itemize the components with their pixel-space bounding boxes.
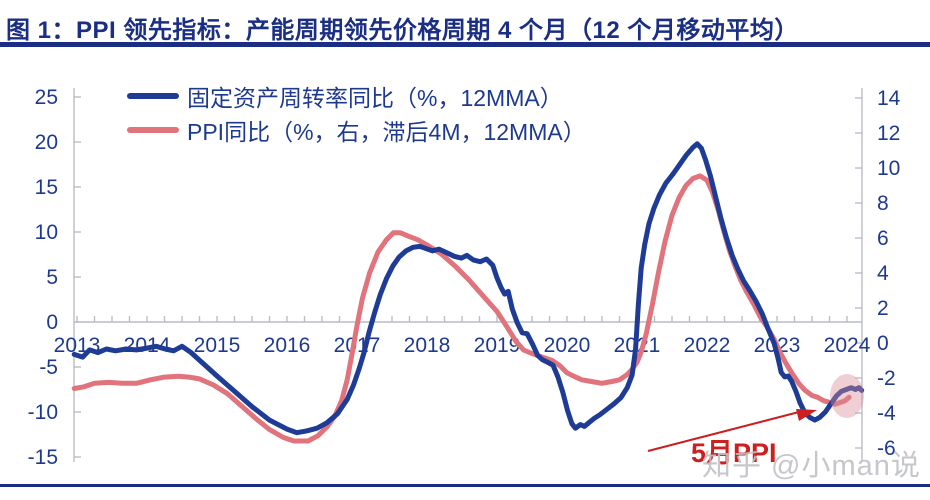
right-axis-tick-label: 4 [877,262,889,285]
left-axis-tick-label: 0 [46,311,58,334]
arrow-head-icon [796,409,817,421]
right-axis-tick-label: 0 [877,332,889,355]
bottom-border [0,484,930,487]
left-axis-tick-label: -5 [39,356,58,379]
x-axis-year-label: 2014 [124,334,171,357]
x-axis-year-label: 2022 [684,334,731,357]
title-underline [0,42,930,47]
legend-label: PPI同比（%，右，滞后4M，12MMA） [187,119,586,145]
annotation-label: 5月PPI [691,438,777,468]
arrow-shaft [647,411,800,452]
chart-legend: 固定资产周转率同比（%，12MMA） PPI同比（%，右，滞后4M，12MMA） [127,79,586,147]
right-axis-tick-label: 6 [877,227,889,250]
x-axis-year-label: 2024 [824,334,871,357]
red-line-swatch [127,127,179,133]
highlight-ellipse [830,374,864,418]
axes [73,88,863,462]
watermark: 知乎 @小man说 [702,450,921,482]
right-axis-tick-label: 10 [877,157,900,180]
left-axis-tick-label: 20 [35,131,58,154]
left-axis-tick-label: 15 [35,176,58,199]
blue-line-swatch [127,93,179,99]
x-axis-year-label: 2019 [474,334,521,357]
right-axis-tick-label: 8 [877,192,889,215]
red-series-line [71,173,852,444]
legend-item-fixed-asset-turnover: 固定资产周转率同比（%，12MMA） [127,79,586,113]
left-axis-tick-label: 10 [35,221,58,244]
right-axis-tick-label: 2 [877,297,889,320]
left-axis-tick-label: -10 [28,401,58,424]
right-axis-tick-label: -6 [877,437,896,460]
page-title: 图 1：PPI 领先指标：产能周期领先价格周期 4 个月（12 个月移动平均） [6,17,799,44]
left-axis-tick-label: 25 [35,86,58,109]
right-axis-tick-label: 14 [877,87,901,110]
legend-item-ppi-yoy: PPI同比（%，右，滞后4M，12MMA） [127,113,586,147]
left-axis-tick-label: -15 [28,446,58,469]
blue-series-line [71,141,865,436]
right-axis-tick-label: 12 [877,122,900,145]
x-axis-year-label: 2015 [194,334,241,357]
left-axis-tick-label: 5 [46,266,58,289]
x-axis-year-label: 2020 [544,334,591,357]
x-axis-year-label: 2016 [264,334,311,357]
legend-label: 固定资产周转率同比（%，12MMA） [187,85,563,111]
annotation-arrow [647,409,817,452]
x-axis-year-label: 2018 [404,334,451,357]
right-axis-tick-label: -2 [877,367,896,390]
right-axis-tick-label: -4 [877,402,896,425]
